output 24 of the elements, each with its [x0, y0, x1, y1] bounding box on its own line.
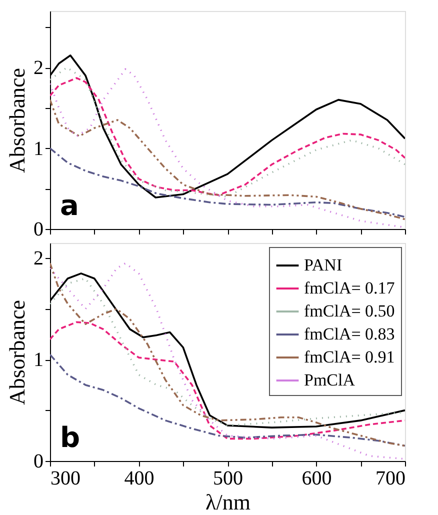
y-axis-title: Absorbance	[4, 300, 30, 406]
annotation: a	[60, 189, 79, 222]
legend-label: PmClA	[304, 370, 356, 390]
legend-label: fmClA= 0.50	[304, 302, 395, 320]
legend-label: fmClA= 0.17	[304, 278, 396, 298]
x-tick-label: 700	[376, 468, 406, 490]
y-axis-title: Absorbance	[4, 68, 30, 174]
x-tick-label: 300	[50, 468, 80, 490]
x-tick-label: 600	[302, 468, 332, 490]
y-tick-label: 0	[34, 218, 44, 240]
legend-label: PANI	[304, 256, 342, 274]
annotation: b	[60, 421, 80, 454]
y-tick-label: 1	[34, 138, 44, 160]
y-tick-label: 1	[34, 349, 44, 372]
x-axis-title: λ/nm	[206, 490, 250, 514]
y-tick-label: 2	[34, 57, 44, 80]
line-series	[50, 98, 405, 220]
y-tick-label: 2	[34, 248, 44, 270]
line-series	[50, 147, 405, 218]
legend-label: fmClA= 0.91	[304, 348, 395, 366]
y-tick-label: 0	[34, 450, 44, 472]
legend-label: fmClA= 0.83	[304, 324, 395, 344]
x-tick-label: 500	[213, 468, 243, 490]
x-tick-label: 400	[124, 468, 154, 490]
